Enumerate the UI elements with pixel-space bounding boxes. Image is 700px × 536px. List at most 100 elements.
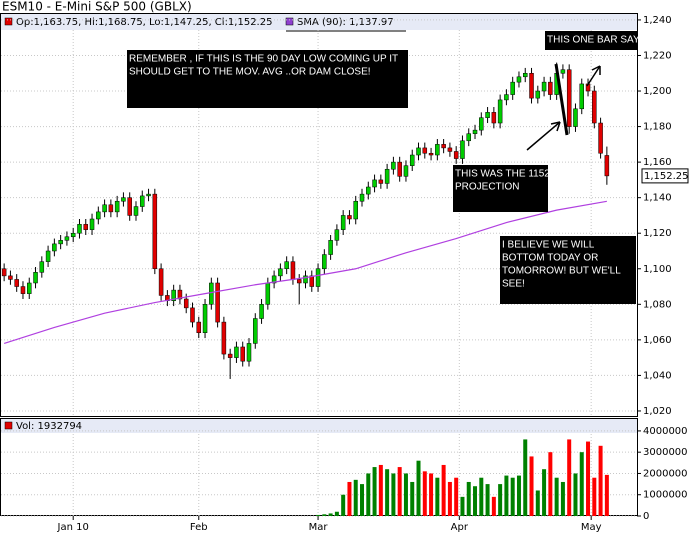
candle-body [472,129,478,134]
volume-bar [360,484,365,516]
candle-body [566,69,572,127]
candle-body [397,161,402,177]
sma-line [3,200,607,344]
x-tick-label: Feb [190,522,208,533]
candle-body [89,218,95,230]
volume-bar [391,473,396,516]
volume-bar [422,471,427,516]
volume-bar [479,477,484,516]
candle-body [598,122,603,154]
annotation-text: BOTTOM TODAY OR [502,253,598,264]
candle-body [140,195,145,207]
volume-bar [441,464,446,516]
y-tick-label: 1,060 [643,335,672,346]
candle-body [466,133,471,142]
volume-bar [473,486,478,516]
candle-body [290,261,296,280]
candle-body [246,343,252,362]
candle-body [96,211,101,220]
candle-body [253,318,258,344]
candle-body [541,81,547,92]
candle-body [45,250,51,262]
volume-bar [460,496,465,516]
candle-body [190,307,195,323]
volume-bar [429,473,434,516]
candle-body [529,73,534,99]
candle-body [77,224,82,234]
candle-body [309,275,315,287]
candle-body [240,346,245,362]
volume-bar [535,490,540,516]
candle-body [133,206,139,216]
y-tick-label: 3000000 [643,447,688,458]
x-tick-label: May [581,522,602,533]
volume-bar [378,464,383,516]
candle-body [579,83,585,110]
candle-body [548,81,553,95]
volume-bar [366,473,371,516]
annotation-text: SHOULD GET TO THE MOV. AVG ..OR DAM CLOS… [129,67,371,78]
y-tick-label: 1,200 [643,86,672,97]
candle-body [278,268,283,277]
candle-body [347,215,352,220]
candle-body [604,155,610,177]
candle-body [20,286,26,294]
volume-bar [554,477,559,516]
candle-body [573,108,578,127]
legend-swatch [4,421,13,430]
candle-body [453,151,459,159]
volume-bar [510,477,515,516]
volume-bar [341,494,346,516]
candle-body [403,165,409,177]
candle-body [202,304,208,334]
annotation-text: I BELIEVE WE WILL [502,240,595,251]
volume-bar [548,452,553,516]
volume-bar [485,484,490,516]
y-tick-label: 1,180 [643,122,672,133]
volume-bar [491,496,496,516]
y-tick-label: 1,140 [643,193,672,204]
candle-body [158,268,164,296]
candle-body [58,240,63,245]
volume-bar [353,479,358,516]
candle-body [108,204,114,213]
legend-strip [1,419,637,433]
candle-body [196,321,202,334]
arrow-head [591,65,601,75]
volume-bar [316,514,321,516]
volume-bar [454,477,459,516]
x-tick-label: Mar [309,522,329,533]
volume-bar [372,467,377,516]
volume-bar [504,475,509,516]
candle-body [497,99,503,124]
volume-bar [560,481,565,516]
annotation-text: PROJECTION [455,182,519,193]
volume-bar [542,469,547,516]
annotation-box [453,165,548,212]
candle-body [479,117,484,131]
volume-bar [586,441,591,516]
volume-bar [410,481,415,516]
candle-body [114,200,120,213]
candle-body [146,193,151,197]
volume-bar [523,439,528,516]
chart-title: ESM10 - E-Mini S&P 500 (GBLX) [2,0,192,14]
candle-body [384,168,390,184]
candle-body [33,272,38,284]
volume-bar [604,474,609,516]
candle-body [516,76,522,83]
candle-body [284,261,289,270]
candle-body [366,186,371,195]
candle-body [64,236,70,241]
candle-body [409,154,415,166]
candle-body [334,229,340,241]
candle-body [372,179,377,188]
candle-body [416,147,421,156]
candle-body [504,94,509,101]
candle-body [353,200,358,220]
candle-body [359,193,365,202]
annotation-box [545,31,637,50]
candle-body [27,282,32,294]
volume-bar [579,452,584,516]
candle-body [460,140,465,159]
